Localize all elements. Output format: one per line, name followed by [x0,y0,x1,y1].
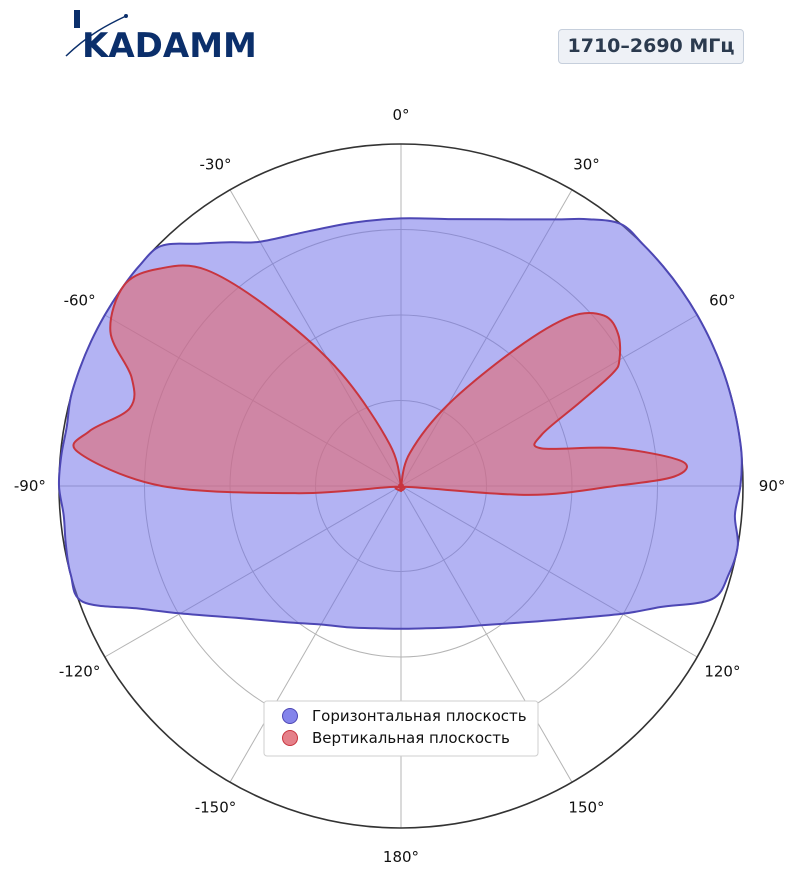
chart-legend: Горизонтальная плоскость Вертикальная пл… [263,700,539,757]
kadamm-logo-icon: KADAMM [65,10,257,66]
theta-tick-label: -150° [195,798,237,816]
theta-tick-label: 90° [759,477,786,495]
legend-box [263,700,539,757]
origin-marker [398,483,404,489]
theta-ticks: 0° 30° 60° 90° 120° 150° 180° -150° -120° -90° -60… [14,106,785,866]
series-layer [57,217,743,630]
theta-tick-label: -90° [14,477,46,495]
brand-logo: KADAMM [64,6,264,66]
legend-label-horizontal: Горизонтальная плоскость [312,707,527,725]
theta-tick-label: 0° [392,106,409,124]
theta-tick-label: -120° [59,663,101,681]
legend-swatch-vertical [282,730,298,746]
theta-tick-label: 30° [573,156,600,174]
legend-swatch-horizontal [282,708,298,724]
theta-tick-label: 120° [704,663,740,681]
logo-text: KADAMM [82,26,257,62]
frequency-badge: 1710–2690 МГц [558,29,744,64]
theta-tick-label: -60° [64,292,96,310]
legend-label-vertical: Вертикальная плоскость [312,729,510,747]
theta-tick-label: 150° [568,798,604,816]
theta-tick-label: 60° [709,292,736,310]
theta-tick-label: 180° [383,848,419,866]
theta-tick-label: -30° [200,156,232,174]
